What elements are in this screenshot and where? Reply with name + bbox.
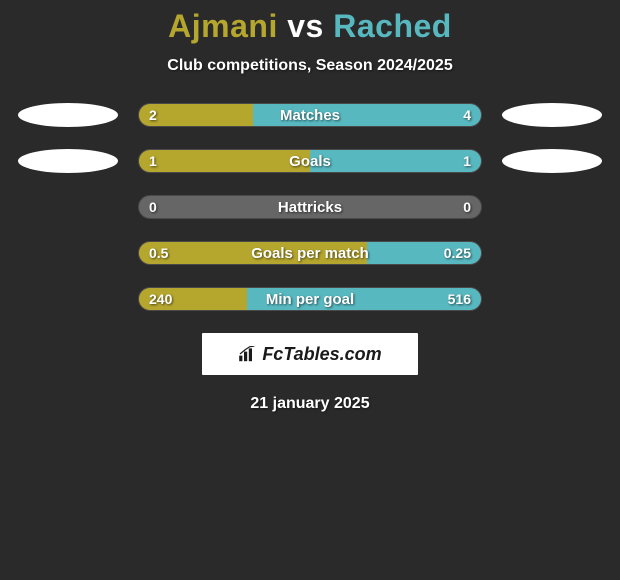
stat-label: Hattricks — [139, 196, 481, 218]
pill-spacer — [18, 195, 118, 219]
pill-spacer — [502, 195, 602, 219]
right-value: 0 — [463, 196, 471, 218]
stat-row: 240 Min per goal 516 — [0, 287, 620, 311]
right-value: 516 — [448, 288, 471, 310]
stat-bar: 2 Matches 4 — [138, 103, 482, 127]
stat-row: 0 Hattricks 0 — [0, 195, 620, 219]
stat-bar: 240 Min per goal 516 — [138, 287, 482, 311]
player1-name: Ajmani — [168, 8, 278, 44]
right-value: 4 — [463, 104, 471, 126]
player1-pill-icon — [18, 103, 118, 127]
bar-chart-icon — [238, 346, 258, 362]
stat-label: Min per goal — [139, 288, 481, 310]
pill-spacer — [502, 241, 602, 265]
player1-pill-icon — [18, 149, 118, 173]
right-value: 0.25 — [444, 242, 471, 264]
pill-spacer — [502, 287, 602, 311]
stat-rows: 2 Matches 4 1 Goals 1 0 Hattri — [0, 103, 620, 311]
title: Ajmani vs Rached — [0, 8, 620, 45]
title-vs: vs — [287, 8, 324, 44]
stat-row: 2 Matches 4 — [0, 103, 620, 127]
subtitle: Club competitions, Season 2024/2025 — [0, 57, 620, 75]
stat-label: Matches — [139, 104, 481, 126]
pill-spacer — [18, 287, 118, 311]
attribution-inner: FcTables.com — [238, 344, 381, 365]
stat-label: Goals — [139, 150, 481, 172]
stat-bar: 0.5 Goals per match 0.25 — [138, 241, 482, 265]
stat-bar: 0 Hattricks 0 — [138, 195, 482, 219]
stat-bar: 1 Goals 1 — [138, 149, 482, 173]
player2-pill-icon — [502, 149, 602, 173]
right-value: 1 — [463, 150, 471, 172]
player2-name: Rached — [333, 8, 452, 44]
stat-row: 0.5 Goals per match 0.25 — [0, 241, 620, 265]
attribution-badge: FcTables.com — [202, 333, 418, 375]
player2-pill-icon — [502, 103, 602, 127]
pill-spacer — [18, 241, 118, 265]
stat-row: 1 Goals 1 — [0, 149, 620, 173]
stats-comparison-card: Ajmani vs Rached Club competitions, Seas… — [0, 0, 620, 413]
date-label: 21 january 2025 — [0, 395, 620, 413]
attribution-text: FcTables.com — [262, 344, 381, 365]
stat-label: Goals per match — [139, 242, 481, 264]
